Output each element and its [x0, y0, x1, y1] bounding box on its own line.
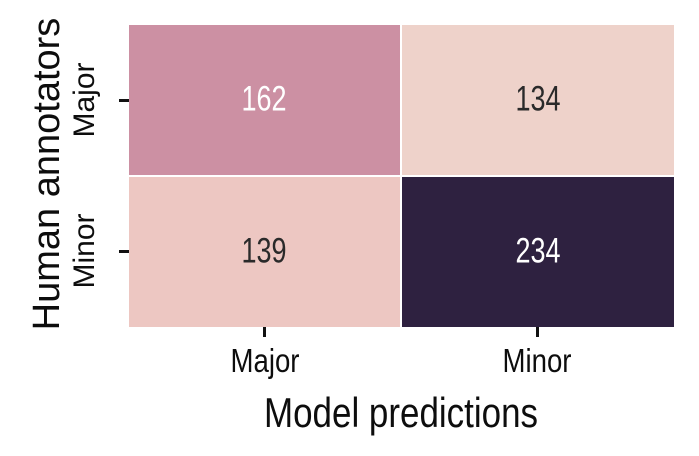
heatmap-cell-minor-major: 139: [129, 177, 400, 327]
x-tick-label-major: Major: [230, 342, 300, 380]
cell-value: 134: [515, 79, 561, 119]
cell-value: 139: [241, 231, 288, 271]
cell-value: 162: [241, 79, 288, 119]
x-tick-label-minor: Minor: [502, 342, 572, 380]
y-tick-label-major: Major: [68, 62, 101, 138]
heatmap-grid: 162 134 139 234: [129, 25, 674, 327]
cell-value: 234: [515, 231, 561, 271]
x-tick-mark-major: [263, 327, 266, 337]
y-tick-mark-minor: [119, 250, 129, 253]
y-tick-label-minor: Minor: [68, 213, 101, 289]
heatmap-cell-major-major: 162: [129, 25, 400, 175]
heatmap-cell-major-minor: 134: [402, 25, 674, 175]
x-axis-title: Model predictions: [263, 390, 538, 437]
y-axis-title: Human annotators: [26, 17, 68, 331]
x-tick-mark-minor: [536, 327, 539, 337]
heatmap-cell-minor-minor: 234: [402, 177, 674, 327]
y-tick-mark-major: [119, 99, 129, 102]
